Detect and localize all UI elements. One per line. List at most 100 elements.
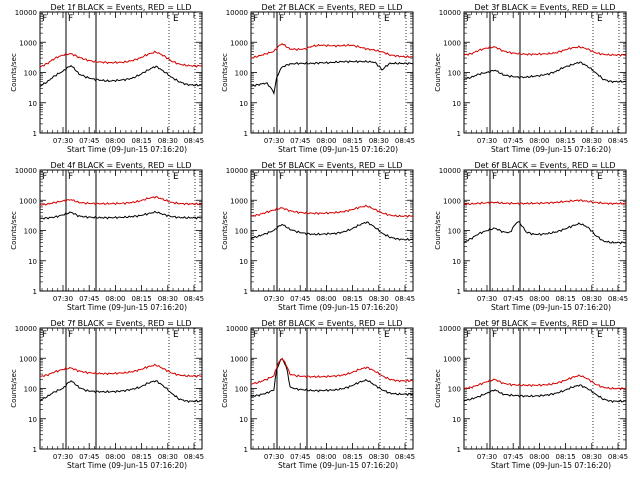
x-tick-label: 08:45 [608,295,628,303]
x-tick-label: 08:00 [316,453,336,461]
x-tick-label: 07:30 [477,453,497,461]
y-tick-label: 10 [452,416,461,424]
series-lld-line [250,43,414,59]
series-events-line [39,380,203,403]
x-axis-label: Start Time (09-Jun-15 07:16:20) [491,303,611,312]
y-tick-label: 10000 [226,325,248,333]
y-tick-label: 100 [448,386,461,394]
x-tick-label: 08:45 [395,295,415,303]
x-tick-label: 08:30 [158,295,178,303]
y-axis-label: Counts/sec [10,369,18,408]
series-lld-line [463,374,627,391]
plot-frame [250,169,414,292]
marker-label: E [173,330,179,340]
y-tick-label: 100 [448,228,461,236]
panel-1: Det 1f BLACK = Events, RED = LLD 1 10 100 10… [10,3,204,154]
x-tick-label: 08:15 [132,137,152,145]
x-tick-label: 08:30 [582,295,602,303]
x-tick-label: 08:00 [316,137,336,145]
x-axis-label: Start Time (09-Jun-15 07:16:20) [67,303,187,312]
y-tick-label: 1 [244,130,248,138]
y-tick-label: 1 [244,446,248,454]
marker-label: F [466,330,471,340]
x-tick-label: 08:15 [556,137,576,145]
x-tick-label: 08:30 [158,453,178,461]
plot-frame [463,11,627,134]
panel-title: Det 7f BLACK = Events, RED = LLD [50,319,191,328]
marker-label: F [279,330,284,340]
y-tick-label: 10000 [439,325,461,333]
x-tick-label: 08:30 [582,137,602,145]
x-tick-label: 08:15 [132,453,152,461]
marker-label: F [253,14,258,24]
series-lld-line [463,45,627,57]
y-tick-label: 1 [244,288,248,296]
x-tick-label: 08:00 [105,137,125,145]
x-tick-label: 07:45 [290,137,310,145]
marker-label: F [253,330,258,340]
y-tick-label: 10000 [15,9,37,17]
y-axis-label: Counts/sec [10,53,18,92]
y-axis-label: Counts/sec [221,211,229,250]
panel-title: Det 4f BLACK = Events, RED = LLD [50,161,191,170]
x-tick-label: 07:45 [79,295,99,303]
x-tick-label: 08:30 [369,137,389,145]
y-tick-label: 10 [452,258,461,266]
y-tick-label: 100 [24,228,37,236]
panel-title: Det 9f BLACK = Events, RED = LLD [474,319,615,328]
marker-label: F [68,330,73,340]
series-lld-line [39,195,203,206]
y-tick-label: 10 [28,258,37,266]
y-tick-label: 10000 [226,167,248,175]
marker-label: F [253,172,258,182]
x-tick-label: 08:00 [529,137,549,145]
y-tick-label: 10000 [439,9,461,17]
y-tick-label: 1000 [19,197,37,205]
y-tick-label: 100 [24,70,37,78]
marker-label: F [42,172,47,182]
y-tick-label: 100 [235,228,248,236]
x-tick-label: 08:30 [369,453,389,461]
panel-title: Det 8f BLACK = Events, RED = LLD [261,319,402,328]
plot-frame [250,11,414,134]
series-events-line [39,65,203,87]
y-axis-label: Counts/sec [221,53,229,92]
y-tick-label: 1000 [230,197,248,205]
panel-8: Det 8f BLACK = Events, RED = LLD 1 10 100 10… [221,319,415,470]
x-tick-label: 08:45 [184,295,204,303]
panel-title: Det 6f BLACK = Events, RED = LLD [474,161,615,170]
x-tick-label: 07:45 [79,137,99,145]
x-tick-label: 07:30 [477,137,497,145]
x-tick-label: 08:15 [343,137,363,145]
x-tick-label: 07:30 [264,295,284,303]
x-tick-label: 08:15 [556,453,576,461]
y-tick-label: 1 [33,446,37,454]
y-tick-label: 10000 [226,9,248,17]
y-tick-label: 1000 [230,355,248,363]
marker-label: E [173,14,179,24]
y-tick-label: 10 [239,416,248,424]
marker-label: F [466,172,471,182]
x-tick-label: 08:15 [343,295,363,303]
panel-title: Det 1f BLACK = Events, RED = LLD [50,3,191,12]
x-tick-label: 08:00 [105,295,125,303]
y-tick-label: 1 [457,446,461,454]
marker-label: E [384,172,390,182]
x-tick-label: 08:45 [608,137,628,145]
x-tick-label: 08:15 [343,453,363,461]
x-tick-label: 07:45 [290,295,310,303]
y-tick-label: 1000 [230,39,248,47]
x-tick-label: 07:30 [264,137,284,145]
y-tick-label: 1000 [443,355,461,363]
y-tick-label: 10 [452,100,461,108]
y-tick-label: 1 [457,288,461,296]
marker-label: E [384,14,390,24]
x-tick-label: 07:30 [53,295,73,303]
y-tick-label: 1 [33,288,37,296]
x-tick-label: 07:30 [53,453,73,461]
y-axis-label: Counts/sec [221,369,229,408]
panel-2: Det 2f BLACK = Events, RED = LLD 1 10 100 10… [221,3,415,154]
y-tick-label: 1 [457,130,461,138]
